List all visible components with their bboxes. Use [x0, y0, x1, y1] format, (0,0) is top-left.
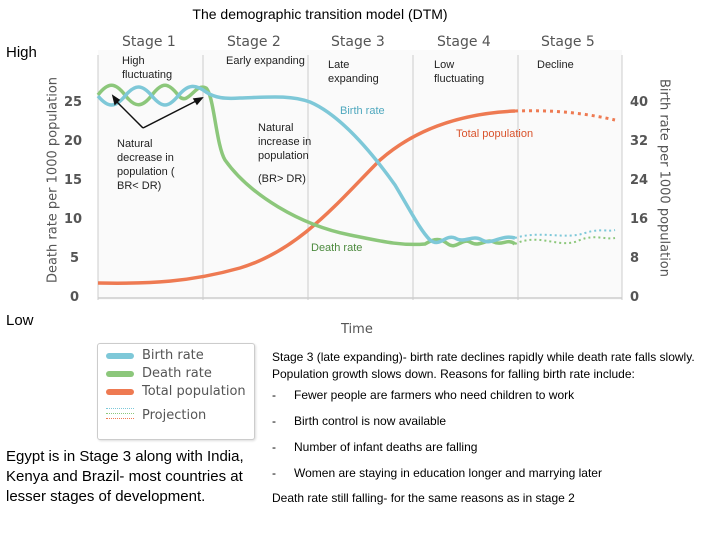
death-rate-note: Death rate still falling- for the same r…	[272, 491, 575, 505]
arrowhead	[111, 94, 121, 106]
stage-1-note: High fluctuating	[122, 55, 173, 81]
natural-decrease-arrows	[111, 94, 204, 129]
left-tick: 20	[64, 134, 83, 149]
high-label: High	[6, 44, 37, 61]
stage-4-label: Stage 4	[437, 34, 491, 50]
stage-3-description: Stage 3 (late expanding)- birth rate dec…	[272, 350, 695, 381]
arrow-line	[142, 99, 199, 129]
stage-4-note: Low fluctuating	[434, 59, 485, 85]
birth-rate-swatch	[106, 352, 134, 359]
low-label: Low	[6, 312, 34, 329]
chart-background	[98, 50, 622, 300]
br-gt-dr-note: (BR> DR)	[258, 173, 306, 185]
left-tick: 5	[70, 251, 80, 266]
population-swatch	[106, 388, 134, 395]
stage-2-note: Early expanding	[226, 55, 305, 67]
list-item: - Birth control is now available	[272, 414, 447, 428]
legend-death-rate: Death rate	[106, 366, 212, 381]
right-tick: 32	[630, 134, 649, 149]
right-tick: 8	[630, 251, 640, 266]
legend-projection: Projection	[106, 408, 206, 423]
legend: Birth rate Death rate Total population P…	[97, 343, 255, 440]
natural-increase-note: Natural increase in population	[258, 122, 312, 162]
legend-birth-rate: Birth rate	[106, 348, 204, 363]
left-tick: 25	[64, 95, 83, 110]
right-axis-title: Birth rate per 1000 population	[656, 78, 672, 278]
left-tick: 15	[64, 173, 83, 188]
right-tick: 24	[630, 173, 649, 188]
total-population-line	[97, 109, 516, 285]
dtm-chart	[96, 50, 623, 300]
death-rate-label: Death rate	[311, 242, 363, 254]
x-axis-title: Time	[341, 322, 373, 337]
list-item: - Fewer people are farmers who need child…	[272, 388, 575, 402]
death-rate-projection	[514, 236, 616, 245]
population-projection-line	[514, 109, 616, 122]
stage-5-note: Decline	[537, 59, 574, 71]
birth-rate-projection	[514, 229, 616, 239]
left-tick: 10	[64, 212, 83, 227]
arrow-line	[114, 99, 144, 129]
stage-3-label: Stage 3	[331, 34, 385, 50]
right-tick: 16	[630, 212, 649, 227]
right-tick: 0	[630, 290, 640, 305]
left-axis-title: Death rate per 1000 population	[45, 76, 61, 284]
list-item: - Number of infant deaths are falling	[272, 440, 478, 454]
stage-1-label: Stage 1	[122, 34, 176, 50]
legend-total-population: Total population	[106, 384, 246, 399]
left-tick: 0	[70, 290, 80, 305]
projection-swatch	[106, 408, 134, 423]
diagram-title: The demographic transition model (DTM)	[192, 6, 448, 22]
egypt-note: Egypt is in Stage 3 along with India, Ke…	[6, 448, 244, 505]
arrowhead	[192, 97, 204, 106]
birth-rate-line	[96, 84, 516, 245]
stage-2-label: Stage 2	[227, 34, 281, 50]
right-tick: 40	[630, 95, 649, 110]
total-population-label: Total population	[456, 128, 534, 140]
death-rate-swatch	[106, 370, 134, 377]
birth-rate-label: Birth rate	[340, 105, 385, 117]
natural-decrease-note: Natural decrease in population ( BR< DR)	[117, 138, 175, 192]
list-item: - Women are staying in education longer a…	[272, 466, 602, 480]
stage-5-label: Stage 5	[541, 34, 595, 50]
stage-dividers	[97, 55, 623, 300]
stage-3-note: Late expanding	[328, 59, 379, 85]
